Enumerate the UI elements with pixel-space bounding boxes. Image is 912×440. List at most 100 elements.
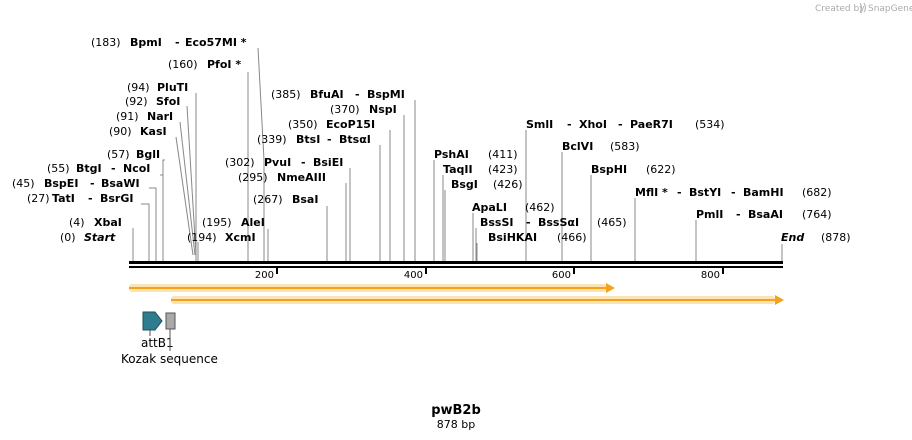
enzyme-labels: (4) XbaI (27) TatI - BsrGI (45) BspEI - … <box>12 36 832 244</box>
svg-text:-: - <box>567 118 572 131</box>
svg-text:-: - <box>175 36 180 49</box>
enzyme-name: BspHI <box>591 163 627 176</box>
enzyme-name: PfoI * <box>207 58 241 71</box>
svg-text:-: - <box>677 186 682 199</box>
site-pos: (92) <box>125 95 148 108</box>
enzyme-name: PluTI <box>157 81 188 94</box>
cut-site-leaders <box>132 47 783 262</box>
enzyme-name: SmlI <box>526 118 553 131</box>
site-pos: (350) <box>288 118 318 131</box>
tick-label-800: 800 <box>701 270 720 281</box>
leader-tati <box>141 203 150 262</box>
enzyme-name: BtgI <box>76 162 102 175</box>
site-pos: (267) <box>253 193 283 206</box>
site-pos: (94) <box>127 81 150 94</box>
enzyme-name: NarI <box>147 110 173 123</box>
site-pos: (764) <box>802 208 832 221</box>
svg-text:-: - <box>355 88 360 101</box>
start-label: Start <box>84 231 116 244</box>
site-pos: (27) <box>27 192 50 205</box>
feature-label-kozak: Kozak sequence <box>121 352 218 366</box>
enzyme-name: PshAI <box>434 148 469 161</box>
orf-arrow-2-head-icon <box>775 295 784 305</box>
orf-arrows <box>129 283 784 305</box>
leader-bgli <box>162 159 165 262</box>
enzyme-name: ApaLI <box>472 201 507 214</box>
enzyme-name: BsiHKAI <box>488 231 537 244</box>
leader-bspei <box>149 187 157 262</box>
svg-text:-: - <box>736 208 741 221</box>
svg-text:-: - <box>327 133 332 146</box>
tick-label-200: 200 <box>255 270 274 281</box>
enzyme-name: PaeR7I <box>630 118 673 131</box>
enzyme-name: XhoI <box>579 118 607 131</box>
svg-text:-: - <box>301 156 306 169</box>
enzyme-name: TaqII <box>443 163 473 176</box>
enzyme-name: BsgI <box>451 178 478 191</box>
enzyme-name: NmeAIII <box>277 171 326 184</box>
enzyme-name: EcoP15I <box>326 118 375 131</box>
site-pos: (682) <box>802 186 832 199</box>
enzyme-name: PvuI <box>264 156 291 169</box>
site-pos: (55) <box>47 162 70 175</box>
enzyme-name: SfoI <box>156 95 180 108</box>
site-pos: (45) <box>12 177 35 190</box>
tick-label-600: 600 <box>552 270 571 281</box>
leader-bpmi <box>257 47 265 262</box>
site-pos: (4) <box>69 216 85 229</box>
enzyme-name: KasI <box>140 125 167 138</box>
enzyme-name: PmlI <box>696 208 723 221</box>
leader-kasi <box>175 136 194 256</box>
site-pos: (90) <box>109 125 132 138</box>
site-pos: (465) <box>597 216 627 229</box>
feature-attb1[interactable]: attB1 <box>141 311 174 350</box>
sequence-length: 878 bp <box>437 418 475 431</box>
leader-sfoi <box>186 105 197 256</box>
attb1-arrow-icon <box>142 311 163 331</box>
feature-label-attb1: attB1 <box>141 336 174 350</box>
enzyme-name: XbaI <box>94 216 122 229</box>
snapgene-logo-icon <box>859 2 867 13</box>
start-pos: (0) <box>60 231 76 244</box>
enzyme-name: BglI <box>136 148 160 161</box>
site-pos: (302) <box>225 156 255 169</box>
enzyme-name: XcmI <box>225 231 256 244</box>
feature-kozak[interactable]: Kozak sequence <box>121 312 218 366</box>
site-pos: (466) <box>557 231 587 244</box>
site-pos: (160) <box>168 58 198 71</box>
enzyme-name: Eco57MI * <box>185 36 247 49</box>
enzyme-name: BssSαI <box>538 216 579 229</box>
orf-arrow-1-head-icon <box>606 283 615 293</box>
site-pos: (91) <box>116 110 139 123</box>
enzyme-name: BspEI <box>44 177 78 190</box>
enzyme-name: NcoI <box>123 162 150 175</box>
site-pos: (370) <box>330 103 360 116</box>
kozak-box-icon <box>165 312 176 330</box>
ruler: 200 400 600 800 <box>255 268 724 281</box>
enzyme-name: BtsαI <box>339 133 371 146</box>
enzyme-name: BamHI <box>743 186 784 199</box>
leader-nari <box>179 121 196 256</box>
site-pos: (583) <box>610 140 640 153</box>
site-pos: (57) <box>107 148 130 161</box>
enzyme-name: BclVI <box>562 140 593 153</box>
enzyme-name: BsaWI <box>101 177 140 190</box>
site-pos: (622) <box>646 163 676 176</box>
svg-text:-: - <box>618 118 623 131</box>
enzyme-name: BsaAI <box>748 208 783 221</box>
svg-text:-: - <box>90 177 95 190</box>
enzyme-name: NspI <box>369 103 397 116</box>
site-pos: (194) <box>187 231 217 244</box>
enzyme-name: BsiEI <box>313 156 343 169</box>
enzyme-name: AleI <box>241 216 265 229</box>
site-pos: (462) <box>525 201 555 214</box>
site-pos: (534) <box>695 118 725 131</box>
site-pos: (195) <box>202 216 232 229</box>
site-pos: (423) <box>488 163 518 176</box>
enzyme-name: TatI <box>52 192 75 205</box>
enzyme-name: BsrGI <box>100 192 133 205</box>
svg-text:-: - <box>111 162 116 175</box>
enzyme-name: BsaI <box>292 193 318 206</box>
tick-label-400: 400 <box>404 270 423 281</box>
